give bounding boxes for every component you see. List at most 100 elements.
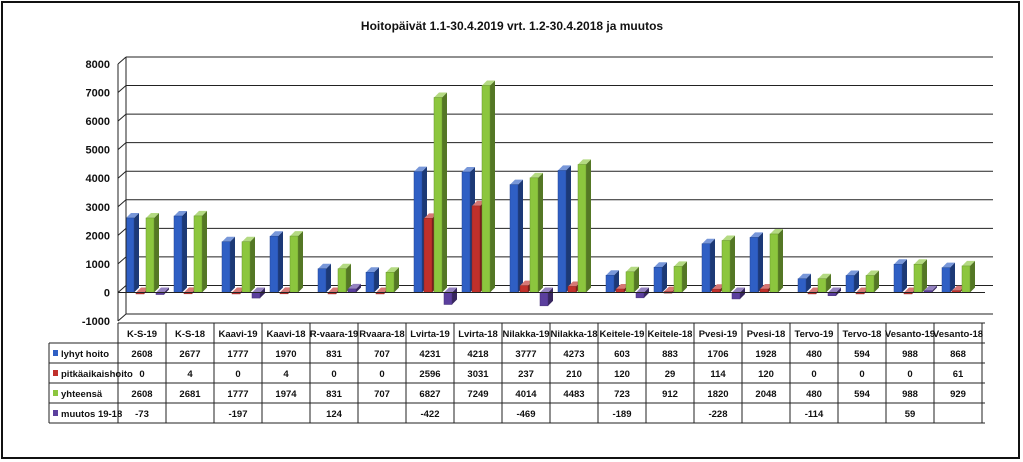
bar-top: [732, 287, 745, 293]
bar: [769, 228, 783, 293]
table-cell: 29: [665, 369, 676, 380]
bar-side: [730, 235, 735, 293]
bar-top: [654, 262, 667, 268]
table-cell: 4231: [419, 349, 441, 360]
table-cell: 1706: [707, 349, 728, 360]
bar: [673, 261, 687, 293]
bar-front: [749, 237, 759, 293]
gridline-side: [117, 170, 127, 179]
bar-side: [740, 287, 745, 299]
table-cell: 868: [950, 349, 966, 360]
bar-side: [614, 270, 619, 293]
bar-front: [241, 241, 251, 293]
bar-top: [414, 166, 427, 172]
bar-front: [701, 243, 711, 293]
bar: [653, 262, 667, 293]
bar-top: [146, 212, 159, 218]
bar-front: [539, 292, 549, 307]
table-cell: 707: [374, 389, 390, 400]
bar-top: [348, 283, 361, 289]
table-cell: -469: [516, 409, 535, 420]
category-label: Tervo-18: [843, 329, 882, 340]
bar-side: [490, 80, 495, 293]
table-cell: -422: [420, 409, 439, 420]
gridline-side: [117, 256, 127, 265]
bar-front: [289, 235, 299, 293]
table-cell: 4218: [467, 349, 488, 360]
bar-side: [682, 261, 687, 293]
bar: [173, 211, 187, 293]
bar-top: [434, 92, 447, 98]
chart-title: Hoitopäivät 1.1-30.4.2019 vrt. 1.2-30.4.…: [361, 19, 663, 33]
bar-top: [798, 273, 811, 279]
series-label: muutos 19-18: [61, 409, 122, 420]
category-label: K-S-18: [175, 329, 205, 340]
bar-top: [578, 159, 591, 165]
bar: [481, 80, 495, 293]
bar-front: [347, 288, 357, 293]
bar: [827, 287, 841, 296]
bar-top: [252, 287, 265, 293]
bar: [731, 287, 745, 300]
bar-top: [242, 236, 255, 242]
bar-front: [337, 268, 347, 293]
bar-top: [894, 259, 907, 265]
bar: [701, 238, 715, 293]
bar-top: [444, 287, 457, 293]
bar-front: [797, 278, 807, 293]
bar-side: [634, 266, 639, 293]
bar-top: [606, 270, 619, 276]
y-tick-label: 6000: [86, 116, 110, 128]
bar-front: [471, 205, 481, 293]
bar: [337, 263, 351, 293]
bar-top: [942, 262, 955, 268]
bar: [625, 266, 639, 293]
bar: [797, 273, 811, 293]
gridline-side: [117, 56, 127, 65]
table-cell: 2608: [131, 389, 152, 400]
bar: [817, 273, 831, 293]
table-cell: 988: [902, 349, 918, 360]
table-cell: 912: [662, 389, 678, 400]
bar-top: [770, 228, 783, 234]
y-tick-label: 4000: [86, 173, 110, 185]
y-tick-label: -1000: [82, 316, 110, 328]
bar-front: [913, 263, 923, 293]
bar-front: [653, 266, 663, 293]
table-cell: -197: [228, 409, 247, 420]
bar: [509, 179, 523, 293]
bar-top: [222, 236, 235, 242]
table-cell: 480: [806, 349, 822, 360]
y-tick-label: 0: [104, 287, 110, 299]
table-cell: 3031: [467, 369, 489, 380]
bar: [155, 287, 169, 295]
table-cell: 594: [854, 389, 871, 400]
bar: [193, 210, 207, 293]
table-cell: 120: [758, 369, 774, 380]
bar-front: [125, 217, 135, 293]
bar-side: [836, 287, 841, 296]
bar: [385, 267, 399, 293]
category-label: Pvesi-18: [747, 329, 786, 340]
bar-top: [866, 270, 879, 276]
bar: [557, 165, 571, 293]
bar-front: [443, 292, 453, 305]
table-cell: 1974: [275, 389, 297, 400]
table-cell: 929: [950, 389, 966, 400]
gridline-side: [117, 285, 127, 293]
table-cell: 2677: [179, 349, 200, 360]
bar: [605, 270, 619, 293]
bar-top: [636, 287, 649, 293]
bar-front: [557, 170, 567, 293]
y-tick-label: 3000: [86, 202, 110, 214]
bar-front: [961, 265, 971, 293]
bar: [443, 287, 457, 305]
bar: [961, 260, 975, 293]
table-cell: 114: [710, 369, 726, 380]
bar-side: [758, 232, 763, 293]
bar-front: [769, 233, 779, 293]
bar: [221, 236, 235, 293]
series-label: yhteensä: [61, 389, 103, 400]
gridline-side: [117, 199, 127, 208]
bar-front: [251, 292, 261, 299]
